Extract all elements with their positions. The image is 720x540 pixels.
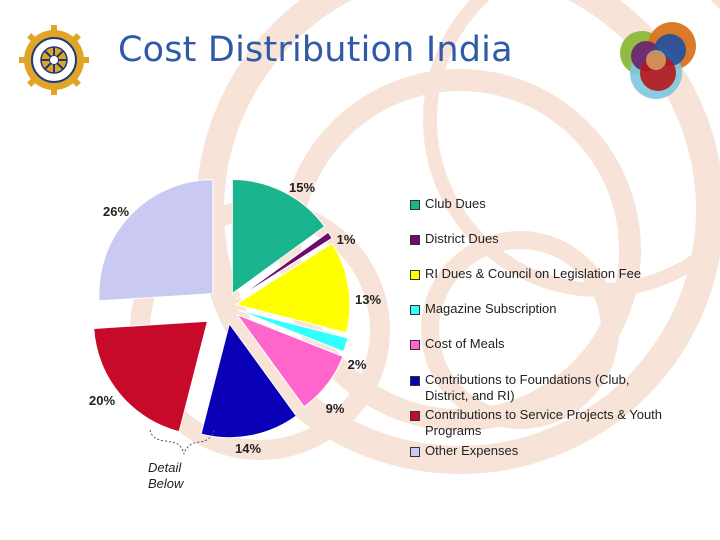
- slice-percent-label: 13%: [355, 292, 381, 307]
- slice-percent-label: 9%: [326, 401, 345, 416]
- legend-swatch: [410, 411, 420, 421]
- legend-label: Magazine Subscription: [425, 301, 557, 316]
- pie-slice: [235, 231, 333, 300]
- legend-item: RI Dues & Council on Legislation Fee: [410, 266, 685, 282]
- legend-swatch: [410, 235, 420, 245]
- legend-item: Magazine Subscription: [410, 301, 685, 317]
- slice-percent-label: 15%: [289, 180, 315, 195]
- legend-item: Club Dues: [410, 196, 685, 212]
- pie-slice: [235, 313, 344, 408]
- legend-swatch: [410, 376, 420, 386]
- pie-slice: [200, 322, 298, 439]
- legend-swatch: [410, 200, 420, 210]
- legend-swatch: [410, 270, 420, 280]
- rings-logo: [620, 22, 696, 99]
- legend-label: Contributions to Foundations (Club, Dist…: [425, 372, 630, 403]
- legend-label: RI Dues & Council on Legislation Fee: [425, 266, 642, 281]
- pie-slice: [234, 242, 351, 334]
- detail-note-line1: Detail: [148, 460, 182, 475]
- slice-percent-label: 1%: [337, 232, 356, 247]
- pie-slice: [93, 320, 209, 433]
- rotary-logo: [19, 25, 89, 95]
- detail-note: Detail Below: [148, 460, 183, 492]
- page-title: Cost Distribution India: [118, 30, 513, 70]
- legend-item: Other Expenses: [410, 443, 685, 459]
- pie-slice: [231, 179, 326, 295]
- slice-percent-label: 26%: [103, 204, 129, 219]
- legend-item: District Dues: [410, 231, 685, 247]
- detail-bracket: [149, 429, 215, 455]
- legend-label: Other Expenses: [425, 443, 519, 458]
- legend-swatch: [410, 305, 420, 315]
- slice-percent-label: 20%: [89, 393, 115, 408]
- legend-item: Contributions to Foundations (Club, Dist…: [410, 372, 635, 404]
- legend-label: Club Dues: [425, 196, 486, 211]
- legend-label: Cost of Meals: [425, 336, 505, 351]
- slice-percent-label: 2%: [348, 357, 367, 372]
- slice-percent-label: 14%: [235, 441, 261, 456]
- legend-label: District Dues: [425, 231, 499, 246]
- pie-slice: [98, 179, 214, 302]
- legend-swatch: [410, 447, 420, 457]
- legend-swatch: [410, 340, 420, 350]
- legend-label: Contributions to Service Projects & Yout…: [425, 407, 663, 438]
- detail-note-line2: Below: [148, 476, 184, 491]
- legend-item: Contributions to Service Projects & Yout…: [410, 407, 665, 439]
- pie-slice: [237, 309, 349, 353]
- legend-item: Cost of Meals: [410, 336, 685, 352]
